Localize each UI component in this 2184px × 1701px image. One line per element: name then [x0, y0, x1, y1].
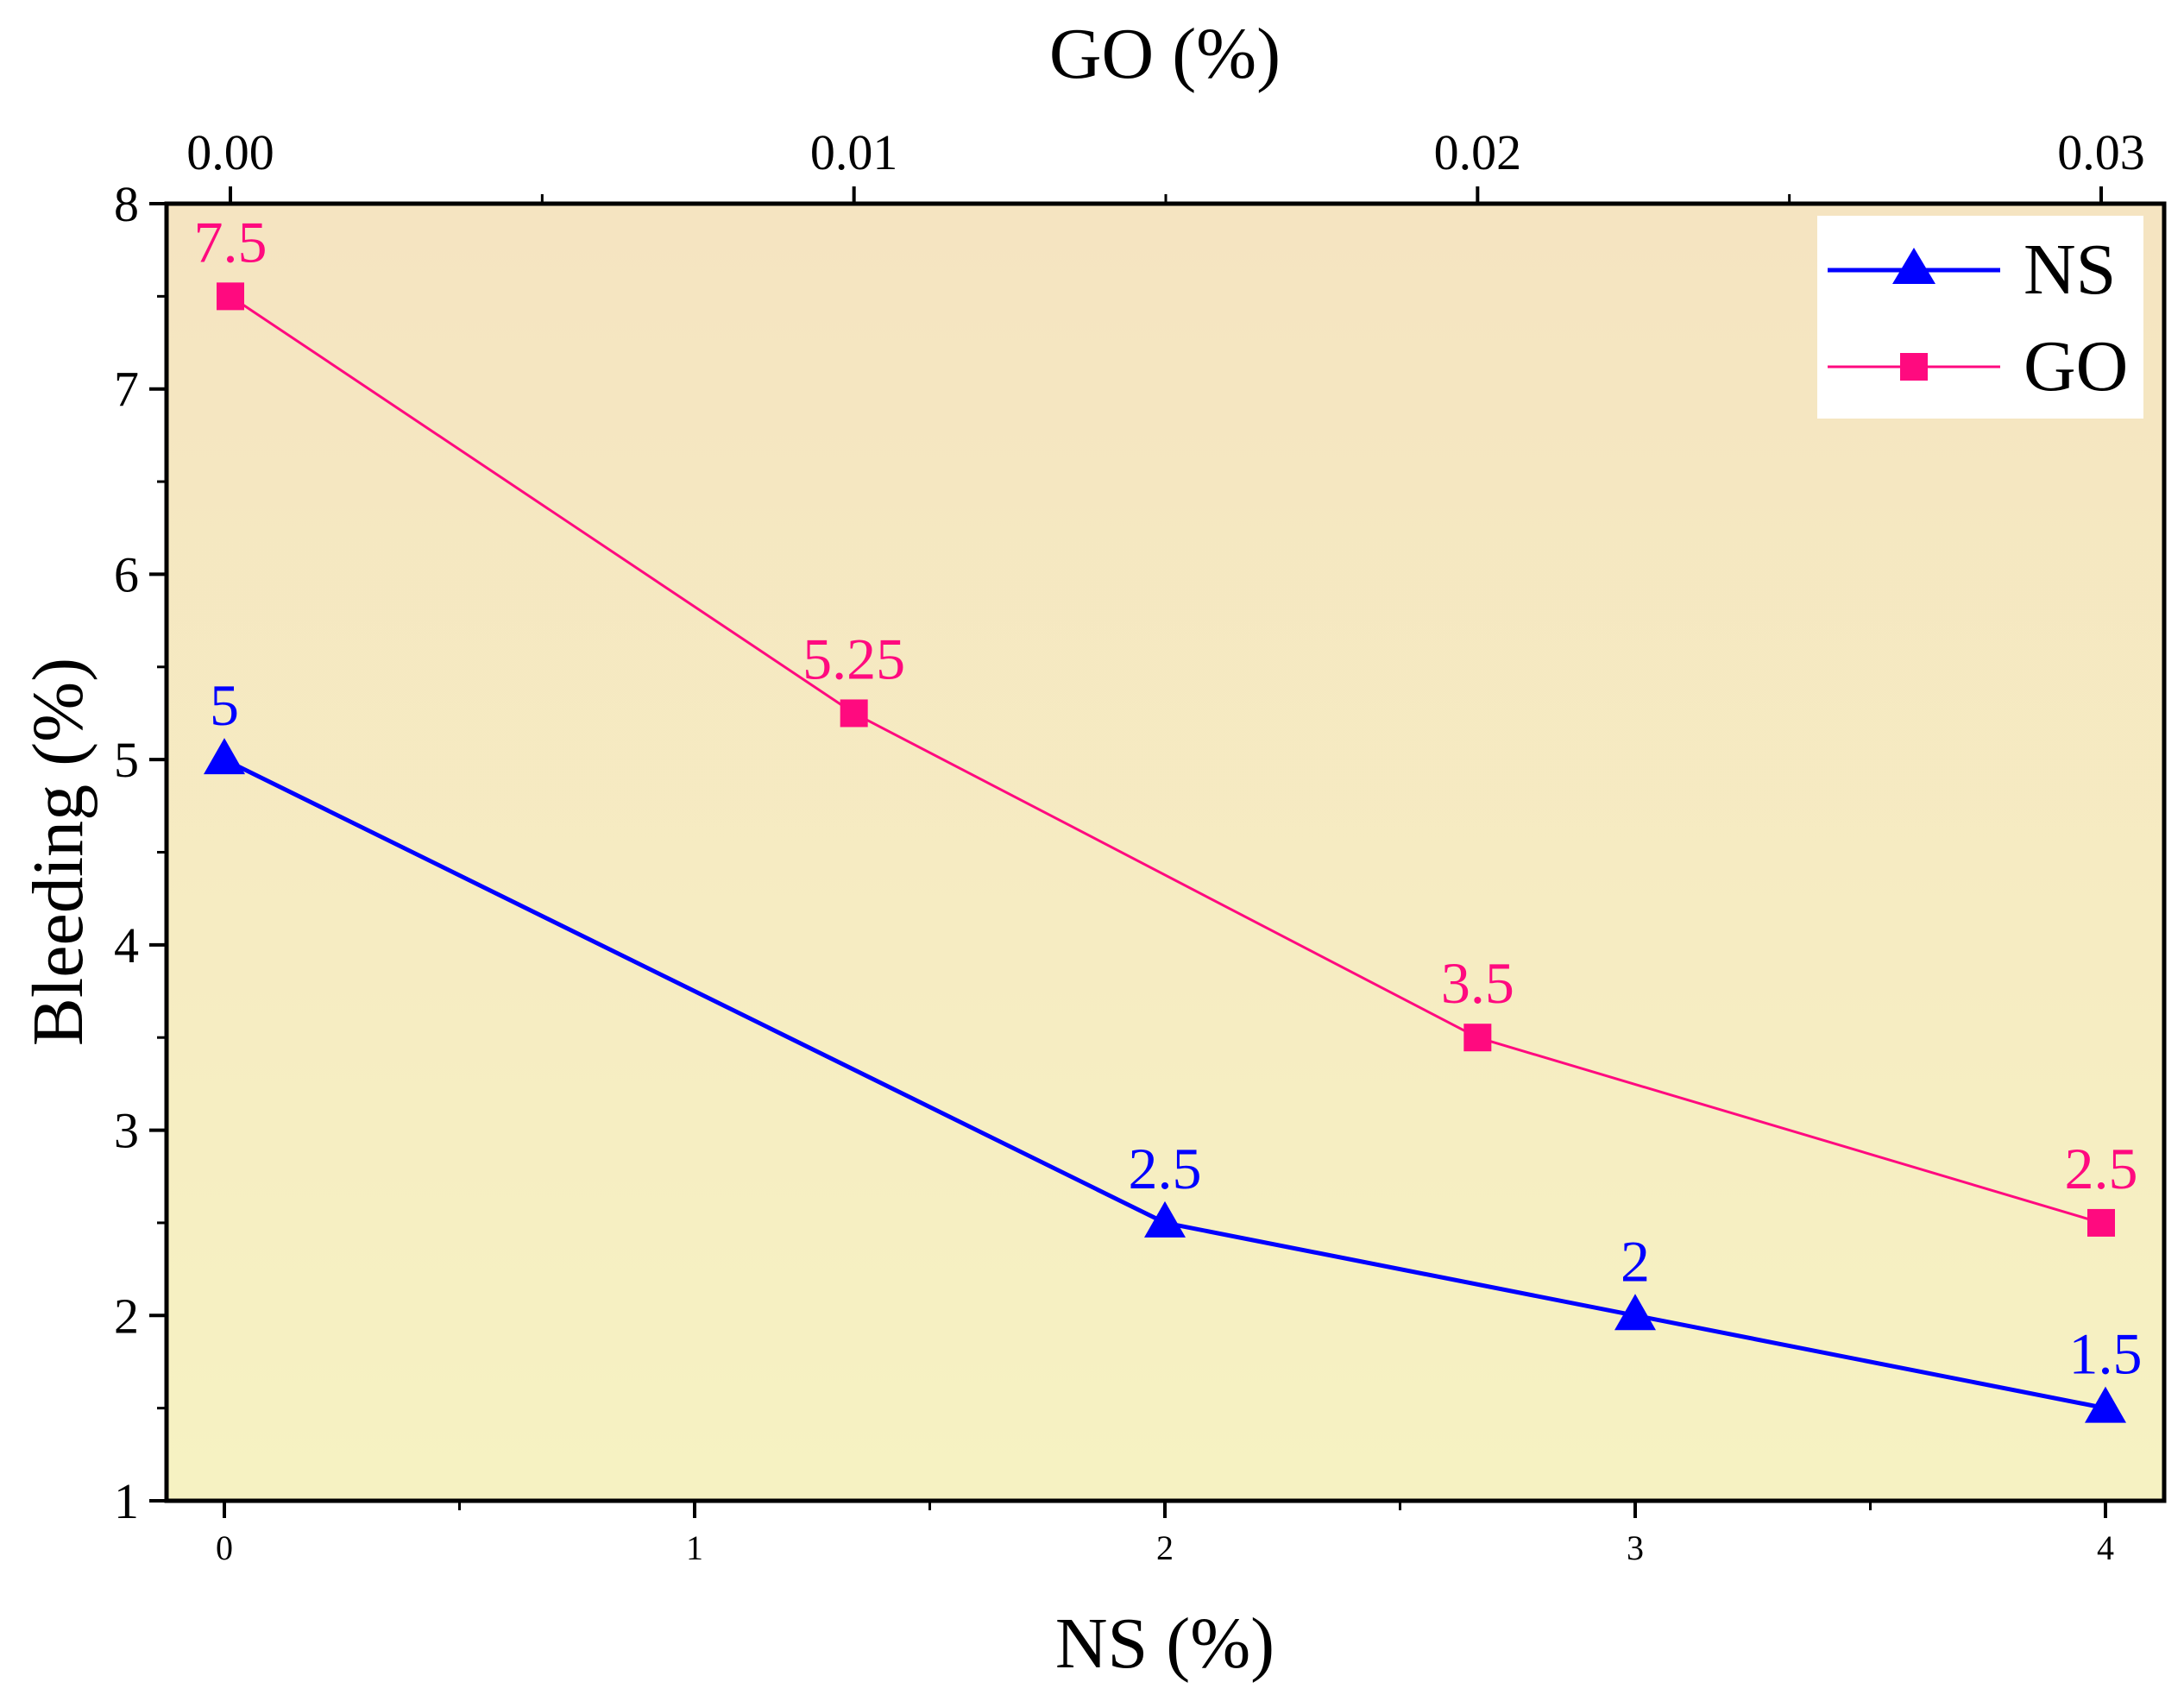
- go-point: [2087, 1208, 2115, 1237]
- legend: NS GO: [1817, 216, 2143, 419]
- y-tick-label: 3: [114, 1103, 139, 1159]
- go-data-label: 7.5: [194, 209, 267, 274]
- x2-tick-label: 0.02: [1434, 124, 1522, 180]
- go-data-label: 3.5: [1441, 950, 1514, 1016]
- y-tick-label: 1: [114, 1473, 139, 1529]
- ns-data-label: 5: [210, 672, 239, 738]
- x2-tick-label: 0.00: [186, 124, 274, 180]
- x2-axis-title: GO (%): [1049, 14, 1281, 94]
- go-point: [1463, 1024, 1492, 1052]
- ns-point: [204, 738, 245, 775]
- x-tick-label: 4: [2097, 1528, 2114, 1567]
- y-tick-label: 8: [114, 176, 139, 232]
- y-axis-title: Bleeding (%): [18, 658, 98, 1046]
- ns-data-label: 2: [1621, 1228, 1650, 1294]
- go-data-label: 5.25: [802, 626, 905, 691]
- x-tick-label: 0: [216, 1528, 233, 1567]
- y-tick-label: 2: [114, 1288, 139, 1344]
- x2-tick-label: 0.01: [810, 124, 898, 180]
- y-tick-label: 6: [114, 546, 139, 602]
- go-data-label: 2.5: [2065, 1136, 2138, 1201]
- legend-marker-ns: [1892, 248, 1935, 284]
- go-point: [217, 282, 244, 311]
- plot-background: [167, 204, 2164, 1501]
- x-axis-title: NS (%): [1055, 1603, 1275, 1684]
- y-tick-label: 4: [114, 917, 139, 973]
- plot-frame: [164, 201, 2167, 1503]
- x-tick-label: 1: [686, 1528, 703, 1567]
- x2-tick-label: 0.03: [2057, 124, 2145, 180]
- x-tick-label: 3: [1627, 1528, 1644, 1567]
- ns-point: [1144, 1200, 1186, 1238]
- go-point: [840, 699, 868, 728]
- legend-marker-go: [1900, 353, 1928, 381]
- legend-label-ns: NS: [2024, 230, 2116, 310]
- ns-point: [1614, 1294, 1656, 1331]
- x-tick-label: 2: [1156, 1528, 1174, 1567]
- legend-label-go: GO: [2024, 326, 2128, 406]
- series-line-ns: [223, 757, 2106, 1411]
- legend-box: [1817, 216, 2143, 419]
- y-tick-label: 7: [114, 362, 139, 418]
- ns-point: [2085, 1386, 2126, 1423]
- y-tick-label: 5: [114, 732, 139, 788]
- series-line-go: [230, 295, 2102, 1225]
- ns-data-label: 1.5: [2069, 1321, 2143, 1387]
- ns-data-label: 2.5: [1129, 1136, 1202, 1201]
